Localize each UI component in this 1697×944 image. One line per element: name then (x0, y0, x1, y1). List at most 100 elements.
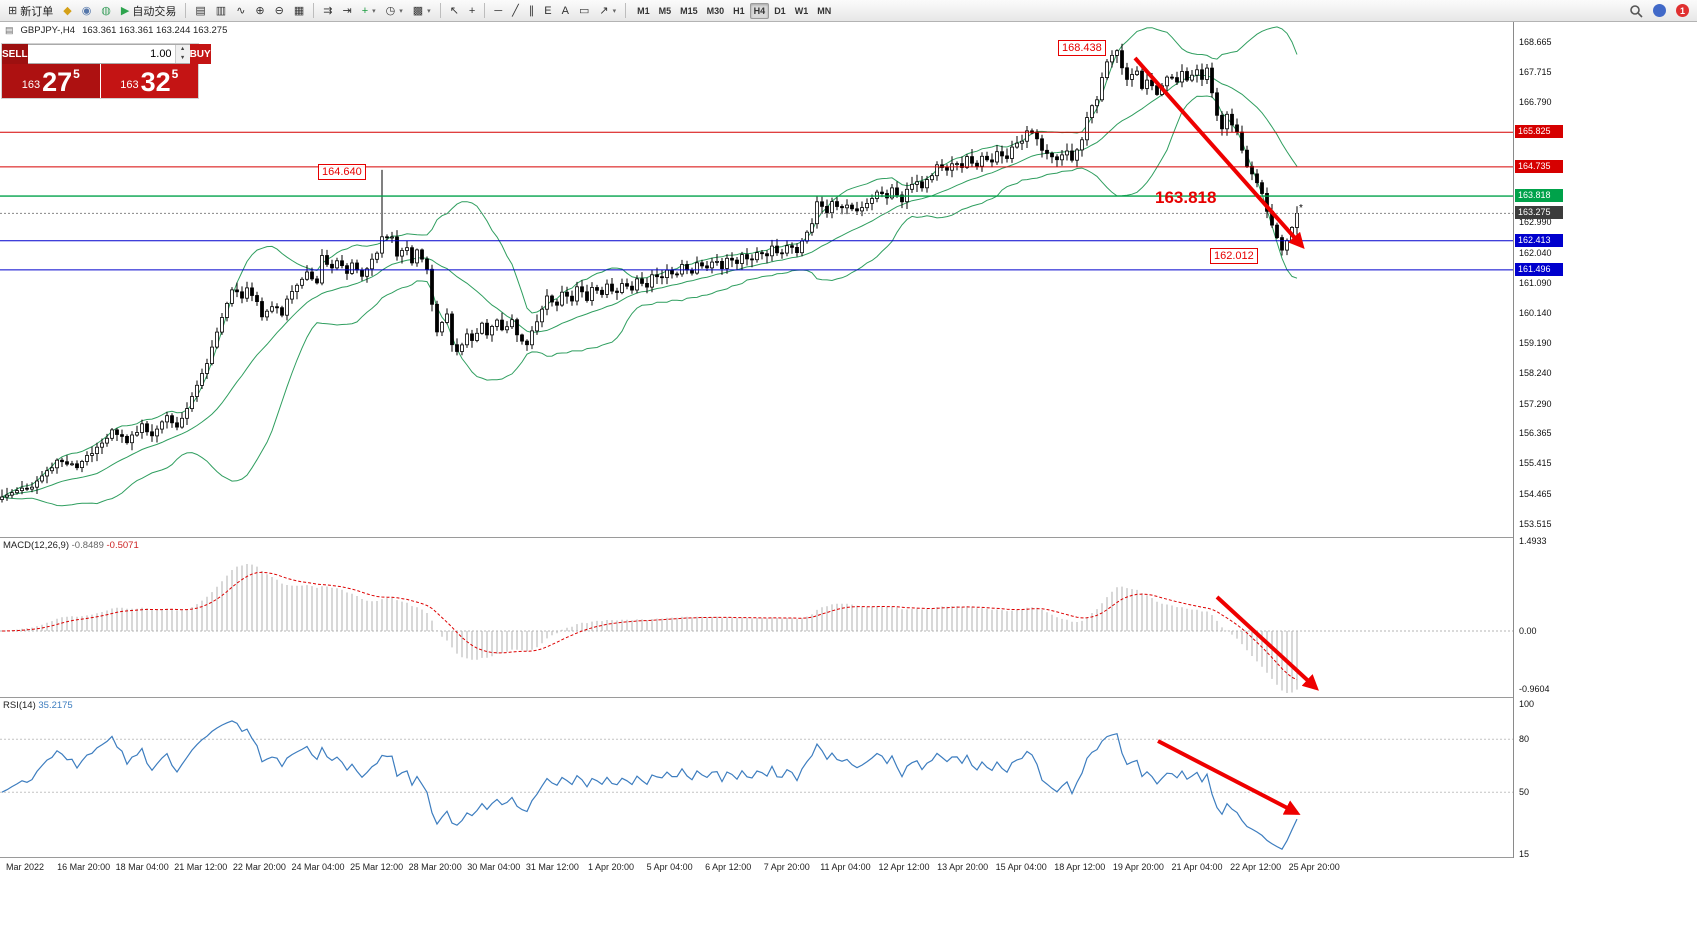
candle (1285, 240, 1289, 251)
arrows-tool-icon[interactable]: ↗ ▾ (599, 4, 617, 17)
candle (165, 415, 169, 423)
candle (930, 175, 934, 181)
candle (405, 247, 409, 251)
price-annotation-162.012[interactable]: 162.012 (1210, 248, 1258, 264)
candle (1090, 105, 1094, 118)
price-tag-164.735: 164.735 (1515, 159, 1563, 173)
chart-icon: ▤ (5, 25, 14, 35)
chart-shift-icon[interactable]: ⇥ (342, 4, 352, 17)
candle (245, 287, 249, 299)
template-icon[interactable]: ▩ ▾ (412, 4, 431, 17)
candle (810, 223, 814, 233)
timeframe-h1[interactable]: H1 (733, 5, 745, 16)
candle (115, 429, 119, 435)
candle (845, 204, 849, 209)
candle (1080, 139, 1084, 151)
candle (1275, 224, 1279, 239)
rsi-axis-label: 15 (1519, 849, 1530, 859)
period-icon[interactable]: ◷ ▾ (385, 4, 403, 17)
fibonacci-icon[interactable]: E (544, 4, 552, 17)
text-tool-icon[interactable]: A (561, 4, 569, 17)
candle (175, 422, 179, 428)
line-chart-icon[interactable]: ∿ (236, 4, 246, 17)
candle (265, 310, 269, 318)
time-axis-label: 22 Mar 20:00 (232, 862, 286, 872)
timeframe-w1[interactable]: W1 (794, 5, 809, 16)
timeframe-m5[interactable]: M5 (658, 5, 672, 16)
price-annotation-168.438[interactable]: 168.438 (1058, 40, 1106, 56)
time-axis-label: 15 Apr 04:00 (995, 862, 1047, 872)
charts-icon[interactable]: ◆ (63, 4, 72, 17)
candle (395, 236, 399, 257)
candle (675, 273, 679, 276)
bar-chart-icon[interactable]: ▤ (195, 4, 206, 17)
autotrade-button[interactable]: ▶ 自动交易 (120, 4, 177, 18)
trendline-icon[interactable]: ╱ (512, 4, 519, 17)
time-axis-label: 7 Apr 20:00 (763, 862, 810, 872)
pane-separator-macd-rsi[interactable] (0, 697, 1697, 698)
timeframe-m15[interactable]: M15 (680, 5, 698, 16)
candle (120, 434, 124, 437)
candle (765, 253, 769, 257)
zoom-out-icon[interactable]: ⊖ (274, 4, 284, 17)
label-tool-icon[interactable]: ▭ (578, 4, 590, 17)
candle (500, 319, 504, 331)
candle (140, 423, 144, 433)
timeframe-mn[interactable]: MN (817, 5, 832, 16)
candle (565, 291, 569, 297)
candle (30, 486, 34, 490)
candle (730, 257, 734, 261)
candle (770, 245, 774, 257)
candle (680, 264, 684, 275)
candle (1165, 76, 1169, 87)
notifications-badge[interactable]: 1 (1672, 1, 1693, 21)
crosshair-icon[interactable]: + (468, 4, 476, 17)
volume-increase-button[interactable]: ▲ (175, 45, 190, 54)
toolbar-separator (313, 3, 315, 18)
timeframe-m30[interactable]: M30 (706, 5, 725, 16)
cursor-icon[interactable]: ↖ (449, 4, 459, 17)
auto-scroll-icon[interactable]: ⇉ (323, 4, 333, 17)
candles (0, 43, 1299, 503)
community-icon[interactable]: ◍ (101, 4, 111, 17)
volume-input[interactable] (27, 45, 175, 63)
candle (100, 442, 104, 448)
timeframe-m1[interactable]: M1 (637, 5, 650, 16)
zoom-in-icon[interactable]: ⊕ (255, 4, 265, 17)
price-axis[interactable]: 168.665 167.715 166.790 162.990 162.040 161.0… (1514, 22, 1697, 878)
horizontal-line-icon[interactable]: ─ (494, 4, 503, 17)
time-axis-label: 28 Mar 20:00 (408, 862, 462, 872)
time-axis[interactable]: Mar 2022 16 Mar 20:00 18 Mar 04:00 21 Mar 1… (0, 858, 1697, 878)
candle (1110, 55, 1114, 63)
candle (740, 254, 744, 264)
candle (0, 496, 4, 500)
new-chart-icon[interactable]: + ▾ (361, 4, 376, 17)
new-order-button[interactable]: ⊞ 新订单 (8, 4, 54, 18)
candle (665, 269, 669, 279)
sell-button[interactable]: SELL (2, 44, 28, 64)
timeframe-h4[interactable]: H4 (749, 2, 770, 19)
help-icon[interactable] (1649, 1, 1670, 21)
search-icon[interactable] (1625, 1, 1647, 21)
candle (720, 260, 724, 269)
chart-canvas[interactable] (0, 0, 1513, 878)
price-axis-label: 159.190 (1519, 338, 1552, 349)
candle (965, 156, 969, 168)
pane-separator-main-macd[interactable] (0, 537, 1697, 538)
price-tag-163.275: 163.275 (1515, 206, 1563, 220)
candle (190, 396, 194, 410)
buy-button[interactable]: BUY (189, 44, 211, 64)
equidistant-channel-icon[interactable]: ∥ (528, 4, 535, 17)
candlestick-chart-icon[interactable]: ▥ (215, 4, 227, 17)
profile-icon[interactable]: ◉ (81, 4, 92, 17)
tile-windows-icon[interactable]: ▦ (293, 4, 305, 17)
buy-price-display[interactable]: 163 32 5 (100, 64, 198, 98)
price-annotation-large-163.818[interactable]: 163.818 (1155, 188, 1217, 207)
timeframe-d1[interactable]: D1 (774, 5, 786, 16)
sell-price-display[interactable]: 163 27 5 (2, 64, 100, 98)
candle (795, 246, 799, 253)
price-annotation-164.640[interactable]: 164.640 (318, 164, 366, 180)
price-tag-162.413: 162.413 (1515, 233, 1563, 247)
candle (340, 260, 344, 266)
volume-decrease-button[interactable]: ▼ (175, 54, 190, 63)
